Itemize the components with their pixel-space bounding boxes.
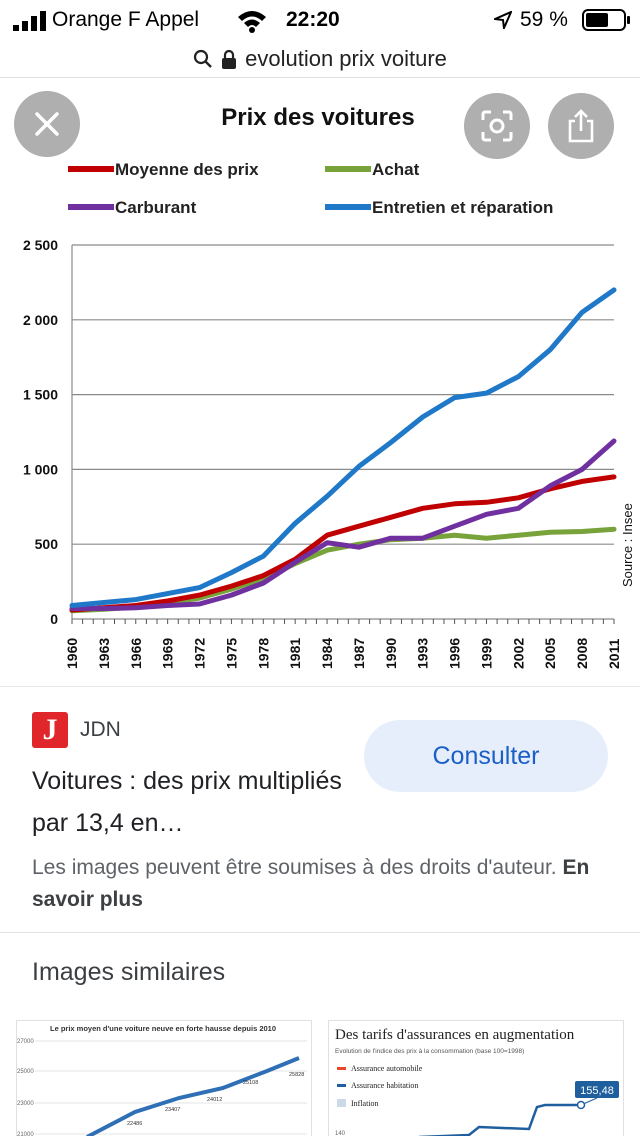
chart-grid xyxy=(71,244,614,620)
chart-legend: Moyenne des prix Achat Carburant Entretien … xyxy=(68,160,553,217)
series-line xyxy=(69,474,617,613)
share-icon xyxy=(568,109,594,143)
lock-icon xyxy=(221,49,237,69)
source-name: JDN xyxy=(80,718,121,741)
x-axis-ticks: 1960 1963 1966 1969 1972 1975 1978 1981 1984 1987… xyxy=(64,619,622,669)
thumb-1-point-label: 24012 xyxy=(207,1097,222,1103)
y-tick-label: 1 500 xyxy=(23,387,58,403)
lens-icon xyxy=(481,110,513,142)
similar-image-thumb-1[interactable]: Le prix moyen d'une voiture neuve en for… xyxy=(16,1020,312,1136)
x-tick-label: 1990 xyxy=(383,638,399,669)
thumb-2-line xyxy=(418,1103,579,1136)
y-tick-label: 2 500 xyxy=(23,237,58,253)
thumb-2-y-label: 140 xyxy=(335,1131,346,1136)
result-card xyxy=(0,686,640,936)
x-tick-label: 1987 xyxy=(351,638,367,669)
x-tick-label: 1981 xyxy=(287,638,303,669)
thumb-1-point-label: 25828 xyxy=(289,1072,304,1078)
x-tick-label: 1966 xyxy=(128,638,144,669)
location-arrow-icon xyxy=(491,10,513,32)
thumb-2-title: Des tarifs d'assurances en augmentation xyxy=(335,1027,575,1043)
x-tick-label: 1972 xyxy=(192,638,208,669)
line-chart: Prix des voitures Moyenne des prix Achat C… xyxy=(23,104,635,669)
carrier-label: Orange F Appel xyxy=(52,8,200,31)
x-tick-label: 2002 xyxy=(510,638,526,669)
share-button[interactable] xyxy=(548,93,614,159)
result-title[interactable]: Voitures : des prix multipliés par 13,4 … xyxy=(32,767,342,837)
x-tick-label: 2008 xyxy=(574,638,590,669)
legend-label: Entretien et réparation xyxy=(372,198,553,217)
image-viewer: Prix des voitures Moyenne des prix Achat C… xyxy=(0,79,640,686)
y-tick-label: 1 000 xyxy=(23,461,58,477)
thumb-1-y-label: 27000 xyxy=(17,1039,34,1045)
thumb-1-y-label: 21000 xyxy=(17,1132,34,1136)
thumb-1-point-label: 23407 xyxy=(165,1107,180,1113)
x-tick-label: 1996 xyxy=(447,638,463,669)
source-row[interactable]: J JDN xyxy=(32,712,121,748)
x-tick-label: 1978 xyxy=(255,638,271,669)
url-text: evolution prix voiture xyxy=(245,45,447,71)
thumb-2-subtitle: Evolution de l'indice des prix à la cons… xyxy=(335,1048,524,1055)
rights-text: Les images peuvent être soumises à des d… xyxy=(32,856,557,879)
legend-label: Carburant xyxy=(115,198,197,217)
thumb-1-title: Le prix moyen d'une voiture neuve en for… xyxy=(50,1024,276,1033)
thumb-1-point-label: 25108 xyxy=(243,1080,258,1086)
signal-icon xyxy=(13,11,47,31)
thumb-2-chart: Des tarifs d'assurances en augmentation … xyxy=(335,1027,619,1136)
battery-percent: 59 % xyxy=(520,8,568,31)
thumb-1-point-label: 22486 xyxy=(127,1121,142,1127)
x-tick-label: 1984 xyxy=(319,638,335,669)
thumb-2-badge xyxy=(575,1081,619,1098)
y-tick-label: 500 xyxy=(35,536,59,552)
thumb-1-y-label: 23000 xyxy=(17,1101,34,1107)
chart-series xyxy=(69,287,617,614)
x-tick-label: 1975 xyxy=(223,638,239,669)
learn-more-link[interactable]: En savoir plus xyxy=(32,856,590,911)
clock-label: 22:20 xyxy=(286,8,340,31)
battery-icon xyxy=(582,9,632,31)
similar-images-heading: Images similaires xyxy=(32,958,226,986)
source-logo: J xyxy=(32,712,68,748)
chart-title: Prix des voitures xyxy=(221,104,414,131)
address-bar[interactable]: evolution prix voiture xyxy=(0,40,640,78)
copyright-notice: Les images peuvent être soumises à des d… xyxy=(32,852,622,916)
thumb-2-legend-item: Inflation xyxy=(351,1099,379,1108)
divider xyxy=(0,932,640,933)
series-line xyxy=(69,287,617,608)
x-tick-label: 2005 xyxy=(542,638,558,669)
search-icon xyxy=(193,49,213,69)
chart-source-note: Source : Insee xyxy=(620,503,635,587)
thumb-1-chart: Le prix moyen d'une voiture neuve en for… xyxy=(17,1024,307,1136)
y-tick-label: 0 xyxy=(50,611,58,627)
close-button[interactable] xyxy=(14,91,80,157)
x-tick-label: 1960 xyxy=(64,638,80,669)
x-tick-label: 1969 xyxy=(160,638,176,669)
consult-button[interactable]: Consulter xyxy=(364,720,608,792)
status-bar: Orange F Appel 22:20 59 % xyxy=(0,0,640,40)
y-axis-ticks: 0 500 1 000 1 500 2 000 2 500 xyxy=(23,237,58,627)
lens-search-button[interactable] xyxy=(464,93,530,159)
similar-image-thumb-2[interactable]: Des tarifs d'assurances en augmentation … xyxy=(328,1020,624,1136)
wifi-icon xyxy=(236,9,268,33)
x-tick-label: 2011 xyxy=(606,638,622,669)
thumb-2-badge-value: 155,48 xyxy=(580,1085,614,1097)
x-tick-label: 1963 xyxy=(96,638,112,669)
thumb-1-line xyxy=(86,1056,300,1136)
y-tick-label: 2 000 xyxy=(23,312,58,328)
thumb-1-y-label: 25000 xyxy=(17,1069,34,1075)
series-line xyxy=(69,438,617,611)
legend-label: Achat xyxy=(372,160,420,179)
thumb-2-legend-item: Assurance habitation xyxy=(351,1081,418,1090)
close-icon xyxy=(35,112,59,136)
legend-label: Moyenne des prix xyxy=(115,160,259,179)
thumb-2-legend-item: Assurance automobile xyxy=(351,1064,423,1073)
x-tick-label: 1999 xyxy=(478,638,494,669)
x-tick-label: 1993 xyxy=(415,638,431,669)
